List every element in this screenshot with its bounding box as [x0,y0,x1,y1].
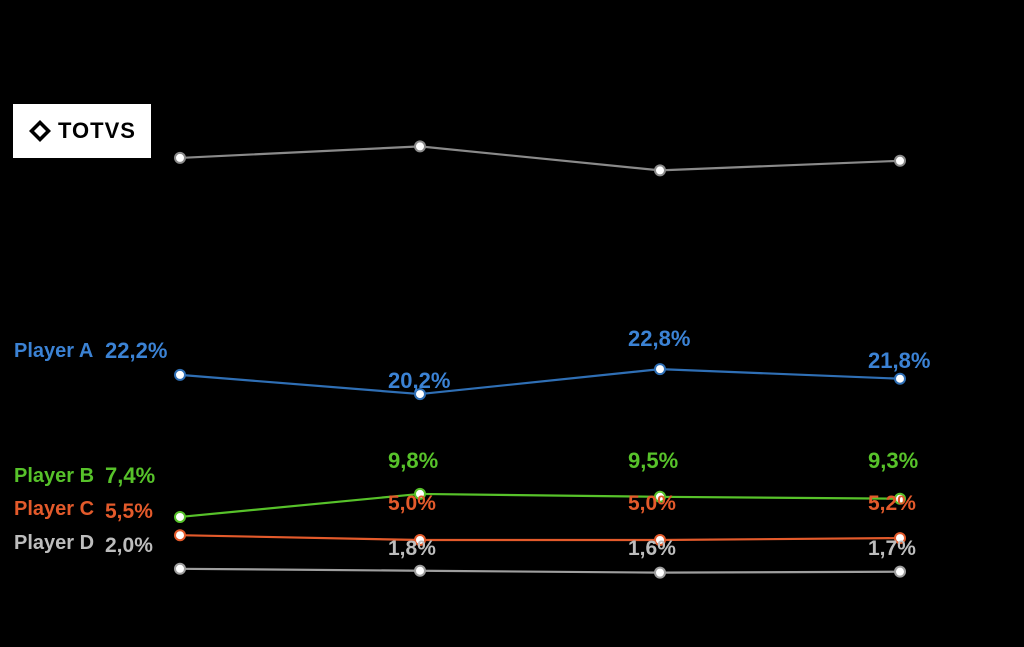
player-d-value-2: 1,6% [628,537,676,561]
player-b-value-1: 9,8% [388,448,438,474]
series-label-player-d: Player D [14,532,94,555]
player-c-value-3: 5,2% [868,492,916,516]
player-c-value-2: 5,0% [628,492,676,516]
series-label-player-b: Player B [14,465,94,488]
chart-container: { "canvas": { "width": 1024, "height": 6… [0,0,1024,647]
player-a-value-2: 22,8% [628,326,690,352]
player-c-value-0: 5,5% [105,500,153,524]
player-d-value-1: 1,8% [388,537,436,561]
player-b-value-2: 9,5% [628,448,678,474]
player-b-value-0: 7,4% [105,463,155,489]
player-b-value-3: 9,3% [868,448,918,474]
player-c-value-1: 5,0% [388,492,436,516]
player-d-value-0: 2,0% [105,534,153,558]
player-a-value-3: 21,8% [868,348,930,374]
series-label-player-a: Player A [14,340,93,363]
player-a-value-1: 20,2% [388,368,450,394]
player-a-value-0: 22,2% [105,338,167,364]
series-label-player-c: Player C [14,498,94,521]
player-d-value-3: 1,7% [868,537,916,561]
